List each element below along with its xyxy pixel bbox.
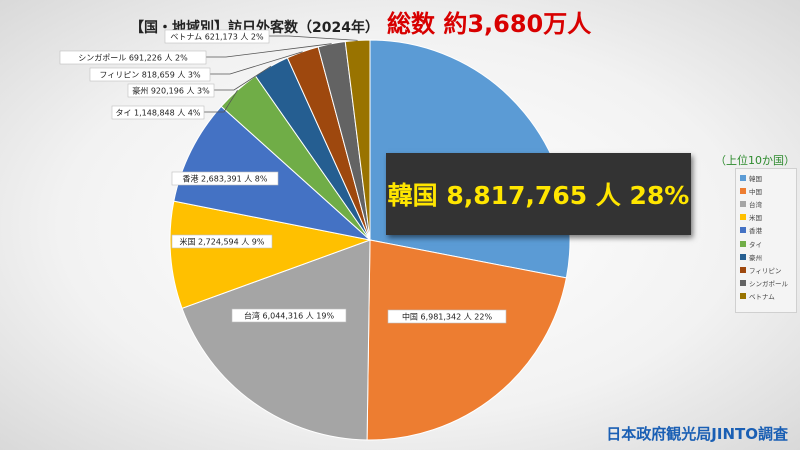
data-label-text: 米国 2,724,594 人 9% [179, 237, 264, 247]
data-label-box [89, 67, 211, 82]
data-label-text: 中国 6,981,342 人 22% [402, 312, 493, 322]
data-label-text: フィリピン 818,659 人 3% [99, 71, 201, 80]
legend-swatch [740, 240, 746, 247]
data-label-text: 台湾 6,044,316 人 19% [244, 311, 335, 321]
data-label-3: 台湾 6,044,316 人 19% [231, 308, 347, 323]
data-label-box [171, 234, 273, 249]
data-label-6: タイ 1,148,848 人 4% [111, 105, 205, 120]
legend-label: フィリピン [749, 266, 782, 275]
data-label-4: 米国 2,724,594 人 9% [171, 234, 273, 249]
data-label-box [127, 83, 215, 98]
legend-item-4: 米国 [740, 211, 796, 224]
legend: 韓国中国台湾米国香港タイ豪州フィリピンシンガポール ベトナム [735, 168, 797, 313]
data-label-8: フィリピン 818,659 人 3% [89, 67, 211, 82]
legend-label: ベトナム [749, 293, 775, 302]
legend-swatch [740, 227, 746, 234]
legend-swatch [740, 187, 746, 194]
legend-item-2: 中国 [740, 184, 796, 197]
legend-item-6: タイ [740, 237, 796, 250]
data-label-box [111, 105, 205, 120]
total-visitors-label: 総数 約3,680万人 [386, 10, 592, 38]
data-label-text: ベトナム 621,173 人 2% [170, 33, 264, 42]
legend-label: 香港 [749, 227, 762, 236]
data-label-text: 豪州 920,196 人 3% [132, 86, 210, 96]
data-label-2: 中国 6,981,342 人 22% [387, 309, 507, 324]
data-label-text: タイ 1,148,848 人 4% [115, 109, 200, 118]
legend-swatch [740, 280, 746, 287]
highlight-label-korea: 韓国 8,817,765 人 28% [386, 153, 691, 235]
legend-label: タイ [749, 240, 762, 249]
data-label-box [164, 29, 270, 44]
leader-line-6 [204, 89, 238, 113]
leader-line-7 [214, 65, 272, 91]
legend-swatch [740, 174, 746, 181]
legend-item-1: 韓国 [740, 171, 796, 184]
data-label-9: シンガポール 691,226 人 2% [59, 50, 207, 65]
data-label-text: 香港 2,683,391 人 8% [182, 174, 267, 184]
data-label-text: シンガポール 691,226 人 2% [78, 53, 188, 63]
data-label-box [387, 309, 507, 324]
legend-swatch [740, 200, 746, 207]
data-label-10: ベトナム 621,173 人 2% [164, 29, 270, 44]
leader-line-8 [210, 51, 303, 75]
pie-slice-2 [366, 239, 567, 441]
legend-item-7: 豪州 [740, 250, 796, 263]
data-label-5: 香港 2,683,391 人 8% [171, 171, 279, 186]
legend-item-10: ベトナム [740, 290, 796, 303]
legend-swatch [740, 266, 746, 273]
leader-line-10 [269, 35, 358, 41]
legend-label: 米国 [749, 214, 762, 223]
legend-swatch [740, 293, 746, 300]
data-label-box [59, 50, 207, 65]
legend-item-8: フィリピン [740, 263, 796, 276]
source-note: 日本政府観光局JINTO調査 [606, 425, 788, 443]
leader-line-9 [206, 43, 332, 58]
data-label-box [231, 308, 347, 323]
legend-item-5: 香港 [740, 224, 796, 237]
pie-slice-4 [169, 200, 372, 309]
legend-title: （上位10か国） [715, 154, 795, 167]
legend-item-3: 台湾 [740, 197, 796, 210]
legend-label: 台湾 [749, 200, 762, 209]
legend-swatch [740, 253, 746, 260]
data-label-box [171, 171, 279, 186]
legend-label: 中国 [749, 187, 762, 196]
legend-label: 豪州 [749, 253, 762, 262]
data-label-7: 豪州 920,196 人 3% [127, 83, 215, 98]
legend-item-9: シンガポール [740, 277, 796, 290]
pie-slice-3 [181, 239, 371, 441]
legend-label: シンガポール [749, 280, 788, 289]
legend-swatch [740, 214, 746, 221]
legend-label: 韓国 [749, 174, 762, 183]
